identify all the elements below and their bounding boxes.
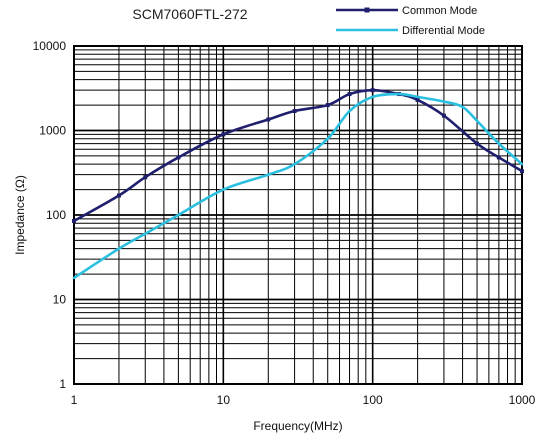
legend-item-common-mode: Common Mode (336, 5, 477, 17)
y-tick-label: 10000 (33, 39, 67, 53)
data-point (176, 155, 181, 160)
x-tick-label: 10 (217, 393, 231, 407)
x-axis-label: Frequency(MHz) (253, 419, 342, 433)
x-tick-label: 1 (71, 393, 78, 407)
data-point (72, 218, 76, 223)
data-point (266, 117, 271, 122)
data-point (221, 132, 226, 137)
data-point (520, 169, 524, 174)
legend: Common Mode Differential Mode (336, 5, 485, 37)
legend-label-differential-mode: Differential Mode (402, 25, 485, 37)
y-axis-label: Impedance (Ω) (13, 175, 27, 255)
data-point (441, 113, 446, 118)
y-tick-labels: 1 10 100 1000 10000 (33, 39, 67, 391)
y-tick-label: 10 (53, 293, 67, 307)
x-tick-labels: 1 10 100 1000 (71, 393, 536, 407)
legend-item-differential-mode: Differential Mode (336, 25, 485, 37)
data-point (475, 141, 480, 146)
series-layer (72, 88, 524, 280)
grid (74, 46, 522, 384)
data-point (370, 88, 375, 93)
y-tick-label: 100 (46, 208, 66, 222)
x-tick-label: 100 (363, 393, 383, 407)
plot-frame (73, 45, 523, 385)
legend-label-common-mode: Common Mode (402, 5, 477, 17)
data-point (496, 155, 501, 160)
data-point (143, 175, 148, 180)
series-line-common-mode (72, 88, 524, 223)
data-point (325, 103, 330, 108)
chart-title: SCM7060FTL-272 (132, 6, 247, 22)
series-line-differential-mode (72, 92, 524, 280)
y-tick-label: 1000 (39, 124, 66, 138)
y-tick-label: 1 (59, 377, 66, 391)
data-point (116, 193, 121, 198)
data-point (292, 109, 297, 114)
data-point (347, 92, 352, 97)
data-point (415, 97, 420, 102)
x-tick-label: 1000 (509, 393, 536, 407)
